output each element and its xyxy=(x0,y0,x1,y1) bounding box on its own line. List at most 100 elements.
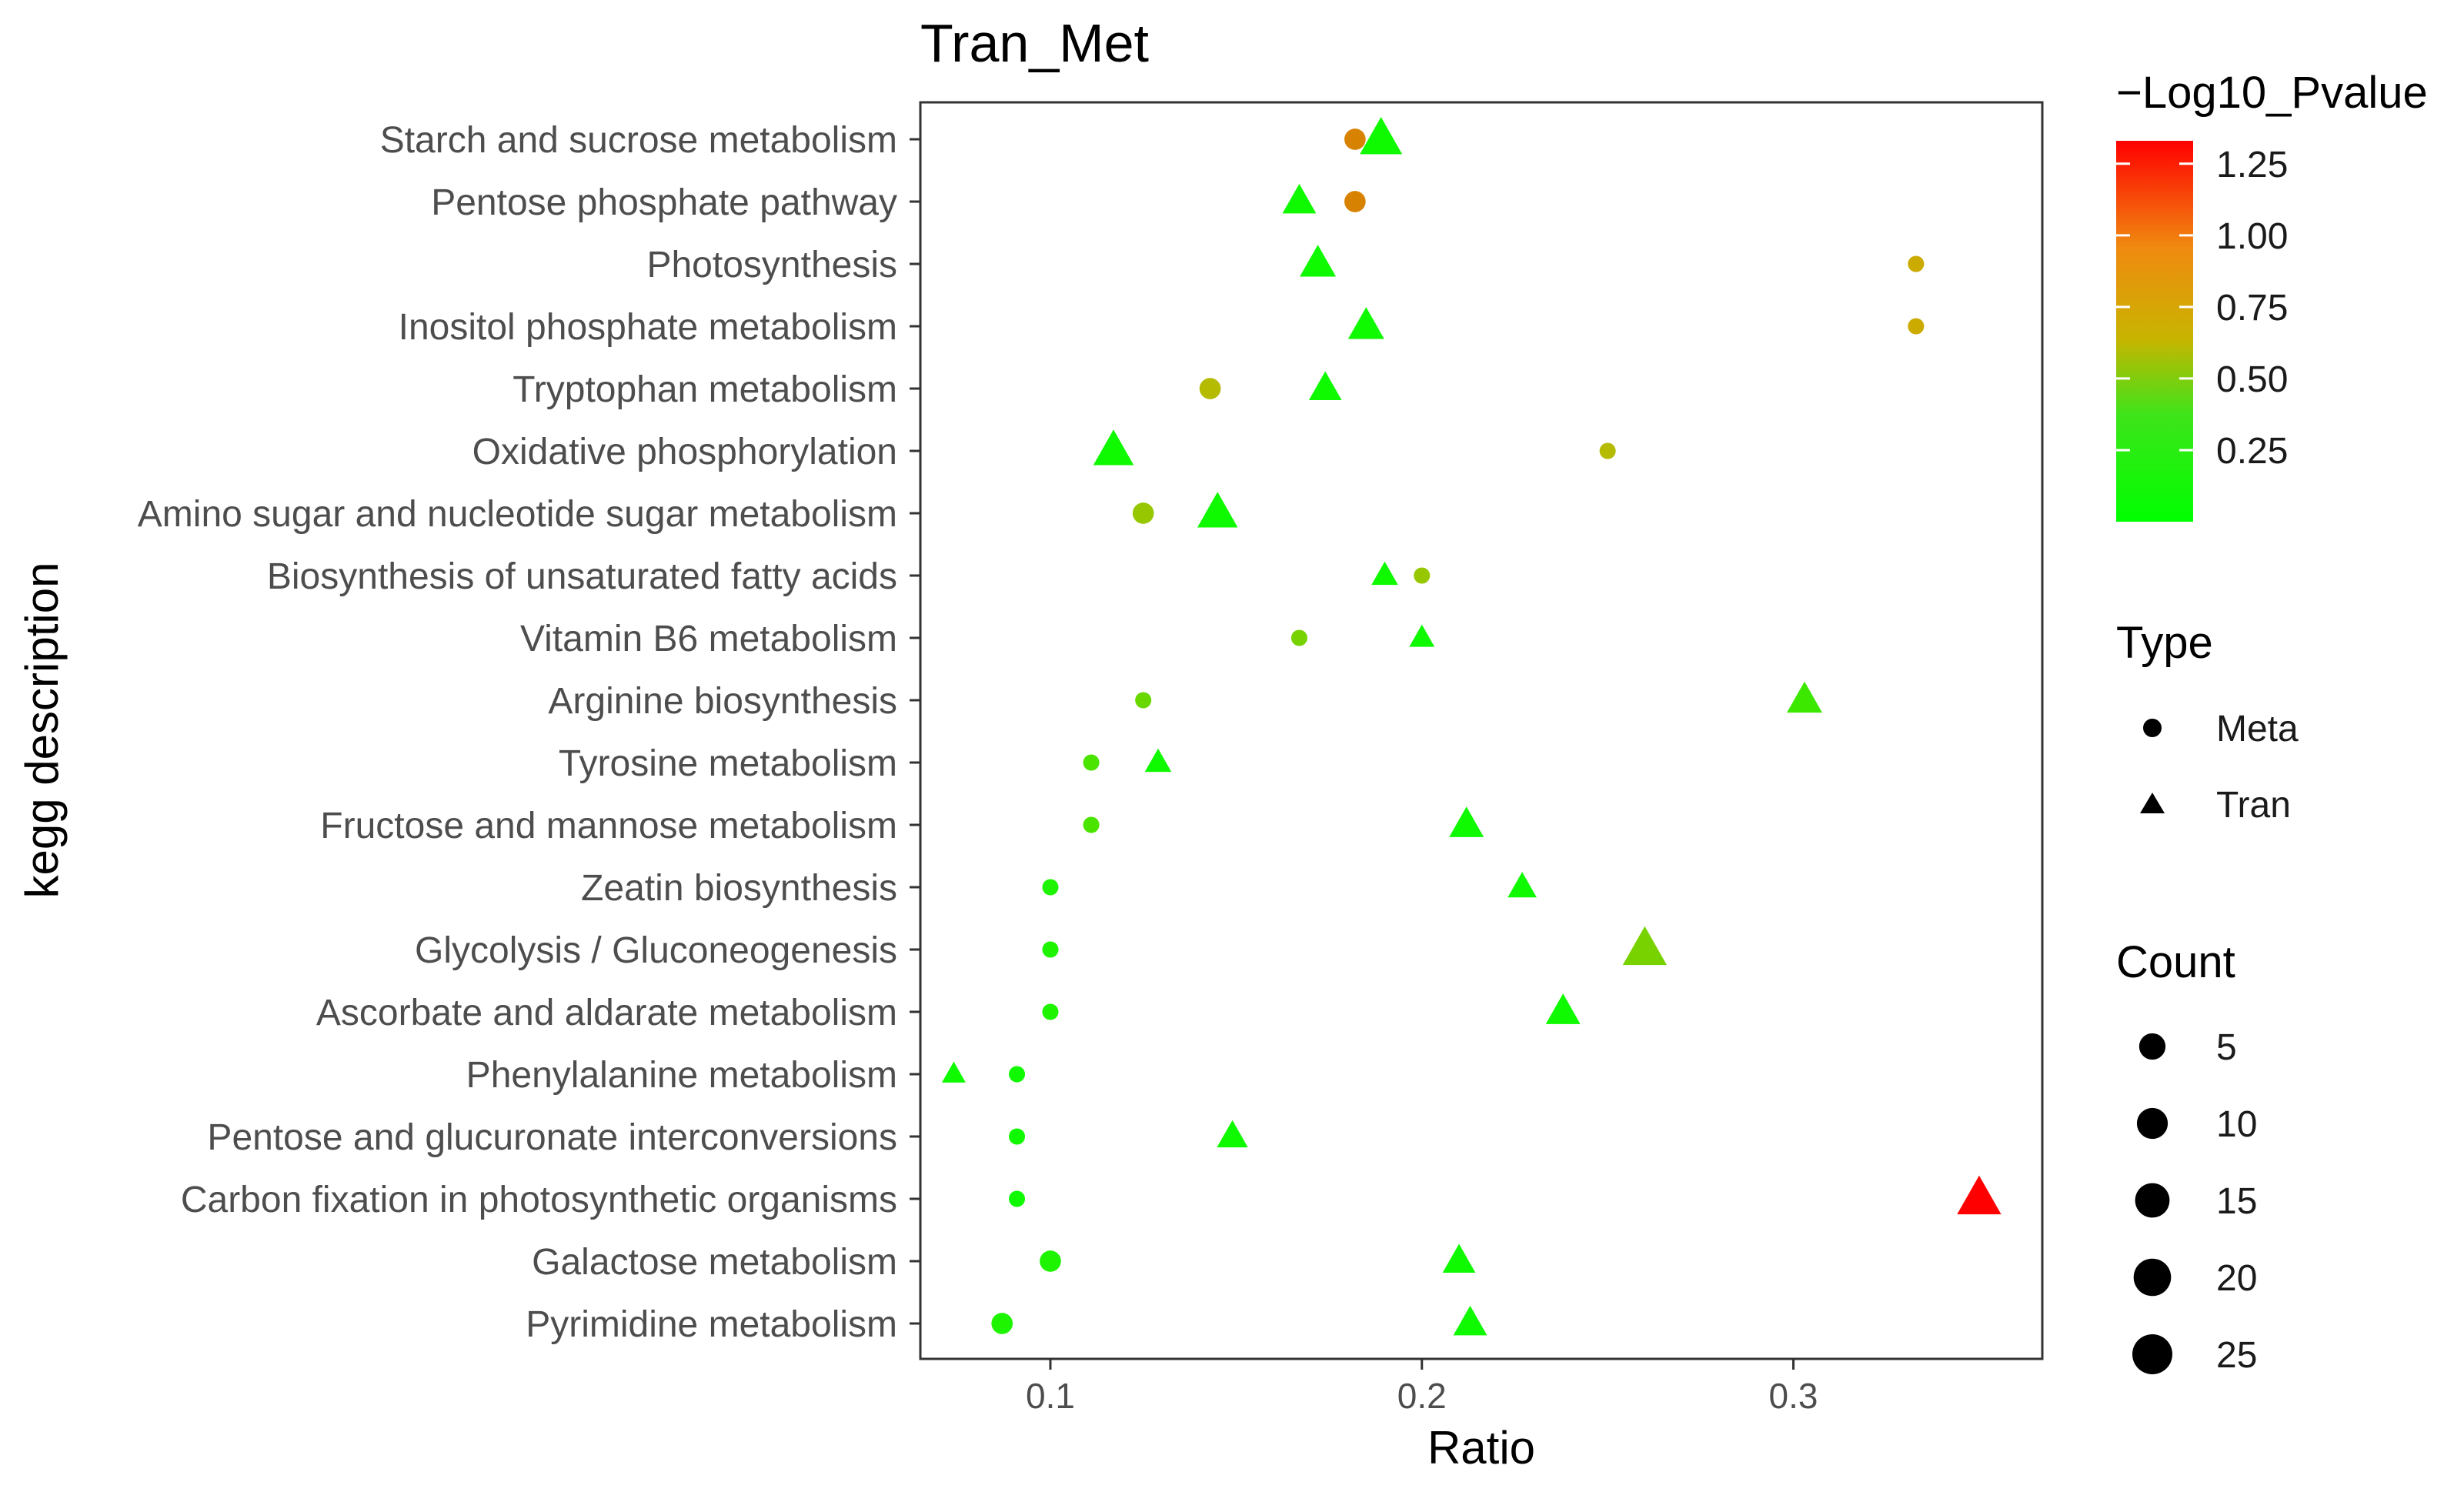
tran-point-ascorbate-and-aldarate-metabolism xyxy=(1545,993,1581,1024)
tran-point-biosynthesis-of-unsaturated-fatty-acids xyxy=(1371,561,1398,586)
meta-point-glycolysis-gluconeogenesis xyxy=(1042,941,1059,958)
x-axis-title: Ratio xyxy=(1427,1422,1535,1474)
category-label-tryptophan-metabolism: Tryptophan metabolism xyxy=(512,369,897,410)
category-label-galactose-metabolism: Galactose metabolism xyxy=(532,1242,897,1283)
category-label-pyrimidine-metabolism: Pyrimidine metabolism xyxy=(526,1304,897,1345)
meta-point-fructose-and-mannose-metabolism xyxy=(1083,816,1100,833)
meta-point-starch-and-sucrose-metabolism xyxy=(1344,129,1366,150)
category-label-tyrosine-metabolism: Tyrosine metabolism xyxy=(559,743,897,784)
tran-point-oxidative-phosphorylation xyxy=(1093,429,1134,466)
x-tick-label: 0.2 xyxy=(1397,1376,1447,1416)
color-legend-ticks: 0.25 0.50 0.75 1.00 1.25 xyxy=(2116,145,2288,472)
meta-point-arginine-biosynthesis xyxy=(1135,692,1152,709)
size-legend-items: 5 10 15 20 25 xyxy=(2132,1027,2257,1376)
tran-point-pentose-phosphate-pathway xyxy=(1282,183,1317,214)
tran-point-tyrosine-metabolism xyxy=(1144,748,1172,773)
type-legend: Type Meta Tran xyxy=(2116,618,2299,826)
category-label-ascorbate-and-aldarate-metabolism: Ascorbate and aldarate metabolism xyxy=(316,993,897,1033)
color-legend-title: −Log10_Pvalue xyxy=(2116,68,2428,118)
meta-point-tryptophan-metabolism xyxy=(1199,378,1221,399)
color-legend: −Log10_Pvalue 0.25 0.50 0.75 1.00 1.25 xyxy=(2116,68,2428,522)
tran-points xyxy=(941,116,2002,1336)
size-legend-label: 20 xyxy=(2216,1258,2257,1299)
meta-point-inositol-phosphate-metabolism xyxy=(1908,318,1925,335)
category-label-starch-and-sucrose-metabolism: Starch and sucrose metabolism xyxy=(380,120,897,161)
category-label-biosynthesis-of-unsaturated-fatty-acids: Biosynthesis of unsaturated fatty acids xyxy=(267,556,897,597)
color-tick-label: 0.75 xyxy=(2216,288,2288,329)
meta-point-oxidative-phosphorylation xyxy=(1599,442,1616,459)
meta-point-phenylalanine-metabolism xyxy=(1008,1066,1026,1083)
category-label-fructose-and-mannose-metabolism: Fructose and mannose metabolism xyxy=(320,806,897,846)
tran-point-phenylalanine-metabolism xyxy=(941,1061,966,1083)
meta-point-amino-sugar-and-nucleotide-sugar-metabolism xyxy=(1132,502,1154,524)
size-legend-circle-icon xyxy=(2136,1107,2169,1140)
category-label-pentose-phosphate-pathway: Pentose phosphate pathway xyxy=(431,182,897,223)
size-legend: Count 5 10 15 20 25 xyxy=(2116,937,2257,1376)
category-label-carbon-fixation-in-photosynthetic-organisms: Carbon fixation in photosynthetic organi… xyxy=(181,1180,897,1220)
meta-point-ascorbate-and-aldarate-metabolism xyxy=(1042,1003,1059,1020)
size-legend-label: 10 xyxy=(2216,1104,2257,1145)
tran-point-zeatin-biosynthesis xyxy=(1507,872,1537,898)
type-legend-tran-label: Tran xyxy=(2216,785,2291,826)
size-legend-circle-icon xyxy=(2135,1183,2170,1218)
category-label-arginine-biosynthesis: Arginine biosynthesis xyxy=(548,681,897,722)
size-legend-title: Count xyxy=(2116,937,2235,987)
tran-point-pentose-and-glucuronate-interconversions xyxy=(1217,1120,1248,1148)
meta-point-photosynthesis xyxy=(1908,255,1925,272)
category-label-photosynthesis: Photosynthesis xyxy=(646,245,897,285)
y-axis: Starch and sucrose metabolism Pentose pho… xyxy=(138,120,920,1345)
category-label-vitamin-b6-metabolism: Vitamin B6 metabolism xyxy=(520,619,897,659)
category-label-inositol-phosphate-metabolism: Inositol phosphate metabolism xyxy=(399,307,897,348)
category-label-amino-sugar-and-nucleotide-sugar-metabolism: Amino sugar and nucleotide sugar metabol… xyxy=(138,494,897,535)
meta-point-vitamin-b6-metabolism xyxy=(1290,629,1307,646)
tran-point-vitamin-b6-metabolism xyxy=(1409,624,1435,647)
type-legend-triangle-icon xyxy=(2140,793,2165,813)
tran-point-pyrimidine-metabolism xyxy=(1453,1305,1487,1336)
meta-point-carbon-fixation-in-photosynthetic-organisms xyxy=(1008,1190,1026,1207)
category-label-glycolysis-gluconeogenesis: Glycolysis / Gluconeogenesis xyxy=(415,930,897,971)
tran-point-arginine-biosynthesis xyxy=(1787,681,1823,713)
plot-panel xyxy=(919,101,2044,1360)
tran-point-fructose-and-mannose-metabolism xyxy=(1449,806,1484,837)
tran-point-starch-and-sucrose-metabolism xyxy=(1360,116,1403,155)
size-legend-circle-icon xyxy=(2138,1033,2166,1060)
chart-title: Tran_Met xyxy=(920,13,1149,73)
type-legend-title: Type xyxy=(2116,618,2213,668)
color-tick-label: 0.50 xyxy=(2216,359,2288,400)
tran-point-tryptophan-metabolism xyxy=(1308,371,1342,401)
color-bar xyxy=(2116,141,2193,522)
tran-point-glycolysis-gluconeogenesis xyxy=(1622,926,1668,966)
color-tick-label: 1.25 xyxy=(2216,145,2288,185)
size-legend-label: 15 xyxy=(2216,1181,2257,1222)
category-label-phenylalanine-metabolism: Phenylalanine metabolism xyxy=(466,1055,897,1096)
meta-point-biosynthesis-of-unsaturated-fatty-acids xyxy=(1414,567,1431,584)
x-tick-label: 0.1 xyxy=(1026,1376,1075,1416)
tran-point-inositol-phosphate-metabolism xyxy=(1347,307,1384,339)
meta-point-zeatin-biosynthesis xyxy=(1042,879,1059,896)
meta-point-tyrosine-metabolism xyxy=(1083,754,1100,771)
type-legend-meta-label: Meta xyxy=(2216,709,2299,749)
category-label-pentose-and-glucuronate-interconversions: Pentose and glucuronate interconversions xyxy=(207,1117,897,1158)
meta-point-galactose-metabolism xyxy=(1040,1250,1061,1272)
tran-point-photosynthesis xyxy=(1300,245,1337,277)
meta-point-pentose-phosphate-pathway xyxy=(1344,191,1366,212)
tran-point-amino-sugar-and-nucleotide-sugar-metabolism xyxy=(1197,492,1238,528)
meta-points xyxy=(991,129,1925,1334)
category-label-oxidative-phosphorylation: Oxidative phosphorylation xyxy=(472,432,897,472)
tran-point-carbon-fixation-in-photosynthetic-organisms xyxy=(1957,1175,2002,1215)
size-legend-label: 25 xyxy=(2216,1335,2257,1376)
y-axis-title: kegg description xyxy=(16,562,68,899)
size-legend-label: 5 xyxy=(2216,1027,2237,1068)
meta-point-pyrimidine-metabolism xyxy=(991,1313,1013,1334)
x-tick-label: 0.3 xyxy=(1769,1376,1818,1416)
x-axis: 0.1 0.2 0.3 xyxy=(1026,1359,1818,1416)
meta-point-pentose-and-glucuronate-interconversions xyxy=(1008,1128,1026,1145)
color-tick-label: 1.00 xyxy=(2216,216,2288,257)
color-tick-label: 0.25 xyxy=(2216,431,2288,472)
category-label-zeatin-biosynthesis: Zeatin biosynthesis xyxy=(581,868,897,909)
size-legend-circle-icon xyxy=(2132,1334,2172,1374)
tran-point-galactose-metabolism xyxy=(1442,1243,1476,1273)
type-legend-circle-icon xyxy=(2143,719,2162,737)
size-legend-circle-icon xyxy=(2133,1258,2172,1297)
